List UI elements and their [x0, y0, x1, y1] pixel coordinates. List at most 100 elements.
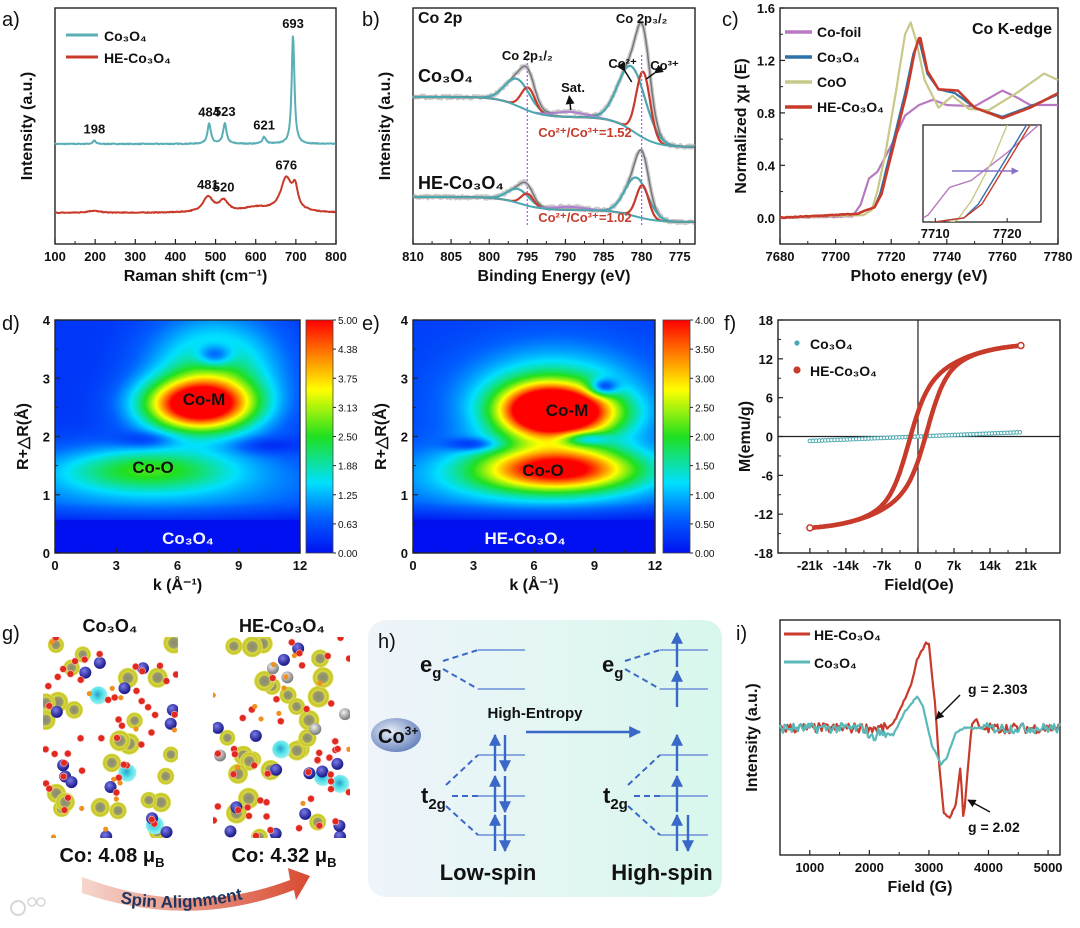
oxygen-atom [345, 788, 350, 796]
x-axis-label: Field (G) [888, 879, 953, 896]
oxygen-atom [156, 662, 164, 670]
oxygen-atom [315, 749, 323, 757]
xanes-line [779, 36, 1059, 220]
oxygen-atom [104, 696, 112, 704]
oxygen-atom [147, 728, 156, 737]
metal-atom [65, 776, 78, 789]
oxygen-atom [110, 693, 119, 702]
ion-label: Co3+ [378, 724, 418, 748]
oxygen-atom-polarized [103, 826, 109, 832]
x-tick-label: 795 [516, 249, 538, 264]
co-atom-spin-density [126, 712, 143, 730]
metal-atom [100, 830, 113, 838]
oxygen-atom [170, 710, 178, 719]
x-tick-label: 400 [165, 249, 187, 264]
oxygen-atom [327, 770, 335, 779]
legend-label: Co₃O₄ [817, 49, 860, 65]
peak-label: 693 [282, 16, 304, 31]
metal-atom [50, 705, 63, 718]
magnetic-moment-right: Co: 4.32 μB [232, 845, 337, 870]
arrow-icon [616, 61, 633, 83]
x-tick-label: 7720 [877, 249, 906, 264]
plot-frame [412, 7, 696, 245]
oxygen-atom [315, 821, 324, 830]
oxygen-atom [334, 745, 342, 753]
metal-atom [93, 656, 106, 669]
oxygen-atom [60, 759, 68, 767]
oxygen-atom [295, 649, 304, 657]
colorbar-tick-label: 0.63 [338, 520, 358, 531]
x-tick-label: 3 [113, 558, 120, 573]
co-atom-spin-density [157, 767, 175, 785]
magnetic-moment-left: Co: 4.08 μB [60, 845, 165, 870]
oxygen-atom [44, 682, 53, 690]
inset-line [948, 125, 1008, 222]
colorbar-tick-label: 1.88 [338, 462, 358, 473]
oxygen-atom [77, 676, 85, 684]
oxygen-atom [95, 650, 104, 658]
y-tick-label: 6 [766, 391, 773, 406]
co3-label: Co³⁺ [650, 58, 679, 73]
panel-label-d: d) [2, 313, 20, 335]
oxygen-atom-polarized [258, 716, 264, 722]
oxygen-atom-polarized [252, 703, 258, 710]
oxygen-atom-polarized [235, 764, 241, 771]
oxygen-atom [71, 657, 79, 665]
colorbar-tick-label: 2.50 [695, 403, 715, 414]
inset-line [931, 125, 1031, 222]
inset-frame [922, 124, 1042, 223]
oxygen-atom [268, 674, 277, 682]
oxygen-atom [45, 785, 53, 793]
colorbar [662, 319, 691, 554]
curved-arrow-icon [82, 868, 310, 911]
oxygen-atom [64, 794, 72, 802]
low-spin-label: Low-spin [440, 860, 537, 885]
y-tick-label: 12 [759, 352, 773, 367]
legend-label: Co₃O₄ [104, 28, 147, 44]
oxygen-atom [148, 815, 156, 824]
oxygen-atom [52, 637, 60, 642]
y-tick-label: 2 [401, 430, 408, 445]
y-tick-label: 4 [43, 313, 51, 328]
colorbar-tick-label: 1.50 [695, 462, 715, 473]
oxygen-atom-polarized [291, 652, 297, 659]
peak-label: 481 [197, 177, 219, 192]
legend-label: HE-Co₃O₄ [810, 363, 877, 379]
legend-marker [792, 365, 802, 375]
co-atom-spin-density [162, 746, 178, 763]
oxygen-atom [132, 662, 140, 671]
co-atom-spin-density [288, 698, 306, 716]
y-tick-label: 1 [43, 488, 50, 503]
arrow-icon [645, 64, 664, 80]
panel-label-h: h) [378, 631, 396, 653]
oxygen-atom-polarized [111, 776, 117, 782]
diagram-background [368, 620, 722, 897]
x-tick-label: 9 [235, 558, 242, 573]
structure-title-left: Co₃O₄ [83, 616, 138, 636]
colorbar-tick-label: 4.38 [338, 345, 358, 356]
oxygen-atom [115, 774, 123, 782]
x-tick-label: 700 [285, 249, 307, 264]
y-tick-label: -12 [754, 507, 773, 522]
oxygen-atom [114, 715, 123, 724]
spin-state-diagram: h) High-Entropy Co3+ eg t2g eg t2g [368, 620, 722, 897]
oxygen-atom [60, 806, 69, 814]
co-atom-spin-density [102, 753, 122, 773]
y-tick-label: 2 [43, 430, 50, 445]
oxygen-atom [327, 699, 335, 708]
g-factor-label: g = 2.303 [968, 681, 1028, 697]
x-tick-label: 7680 [766, 249, 795, 264]
sample-label: HE-Co₃O₄ [484, 529, 565, 548]
metal-atom [213, 721, 224, 734]
oxygen-atom [229, 770, 238, 778]
oxygen-atom [50, 750, 59, 758]
metal-atom [299, 807, 312, 820]
co-atom-spin-density [237, 787, 260, 809]
oxygen-atom-polarized [346, 746, 350, 752]
colorbar-tick-label: 0.00 [695, 549, 715, 560]
x-tick-label: 300 [124, 249, 146, 264]
annotation-arrow [967, 799, 991, 813]
oxygen-atom-polarized [113, 796, 119, 802]
oxygen-atom [45, 702, 53, 710]
